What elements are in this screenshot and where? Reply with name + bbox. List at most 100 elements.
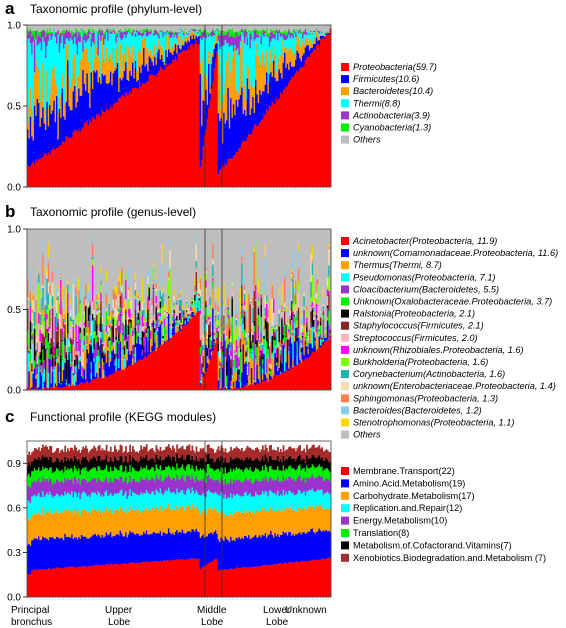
bar-segment [32, 312, 35, 321]
bar-segment [221, 388, 224, 390]
bar-segment [31, 389, 33, 390]
bar-segment [148, 25, 151, 32]
bar-stack [43, 229, 46, 390]
bar-segment [299, 32, 301, 47]
bar-stack [90, 25, 93, 187]
bar-segment [54, 33, 57, 38]
bar-segment [57, 148, 60, 187]
bar-segment [234, 155, 236, 187]
bar-segment [179, 313, 181, 320]
bar-segment [249, 25, 252, 31]
bar-stack [27, 25, 29, 187]
bar-segment [101, 110, 104, 187]
bar-segment [60, 229, 62, 269]
bar-stack [145, 229, 148, 390]
bar-segment [79, 35, 82, 43]
bar-segment [303, 25, 306, 32]
bar-stack [98, 25, 101, 187]
bar-segment [184, 30, 187, 42]
bar-segment [149, 73, 152, 187]
bar-segment [268, 32, 271, 36]
bar-segment [163, 32, 166, 62]
bar-segment [239, 25, 242, 31]
bar-segment [89, 343, 91, 383]
bar-segment [151, 314, 154, 323]
bar-segment [148, 288, 151, 301]
bar-segment [228, 355, 231, 389]
bar-segment [96, 371, 98, 373]
bar-segment [60, 328, 62, 356]
bar-segment [49, 294, 51, 309]
bar-segment [148, 53, 151, 57]
bar-segment [198, 35, 201, 45]
bar-segment [156, 33, 159, 36]
bar-segment [209, 295, 212, 298]
bar-segment [36, 364, 39, 366]
bar-segment [205, 267, 207, 269]
bar-segment [190, 313, 192, 315]
bar-segment [174, 308, 177, 312]
bar-segment [167, 34, 170, 36]
bar-segment [202, 334, 205, 346]
bar-segment [152, 284, 155, 288]
bar-segment [98, 28, 101, 31]
bar-segment [86, 35, 89, 41]
bar-segment [212, 278, 214, 282]
bar-segment [69, 298, 72, 306]
bar-segment [119, 78, 122, 98]
bar-segment [210, 340, 213, 345]
bar-segment [227, 87, 230, 160]
bar-segment [206, 368, 209, 390]
bar-segment [187, 321, 190, 324]
bar-segment [40, 343, 43, 366]
bar-stack [47, 25, 50, 187]
bar-segment [69, 385, 72, 390]
legend-entry: Thermi(8.8) [353, 98, 400, 108]
bar-segment [159, 59, 162, 67]
bar-segment [132, 315, 134, 326]
bar-segment [137, 303, 140, 306]
bar-stack [32, 229, 35, 390]
bar-segment [231, 374, 234, 378]
bar-segment [50, 25, 53, 33]
bar-segment [225, 385, 228, 388]
bar-segment [170, 327, 173, 330]
bar-segment [38, 272, 40, 276]
bar-segment [119, 28, 122, 32]
bar-segment [132, 229, 134, 316]
bar-segment [32, 25, 35, 31]
bar-segment [132, 335, 134, 346]
bar-segment [60, 269, 62, 274]
bar-segment [136, 297, 138, 317]
bar-segment [137, 89, 140, 187]
bar-segment [103, 306, 105, 329]
bar-segment [317, 25, 319, 31]
bar-segment [241, 39, 243, 88]
bar-segment [71, 361, 73, 364]
bar-segment [29, 229, 32, 269]
bar-segment [257, 25, 260, 32]
bar-segment [56, 358, 58, 362]
bar-segment [58, 97, 61, 109]
bar-segment [173, 334, 176, 390]
bar-segment [89, 28, 91, 31]
bar-segment [209, 321, 212, 335]
bar-segment [61, 141, 64, 187]
bar-stack [94, 229, 97, 390]
bar-segment [97, 349, 100, 357]
bar-segment [220, 387, 223, 390]
bar-segment [227, 297, 230, 307]
bar-segment [220, 30, 223, 31]
bar-segment [201, 94, 203, 126]
bar-segment [195, 30, 198, 36]
bar-segment [35, 30, 38, 32]
bar-segment [228, 158, 231, 187]
bar-segment [112, 342, 115, 344]
bar-segment [54, 122, 57, 150]
bar-segment [155, 30, 158, 34]
bar-segment [239, 95, 242, 148]
bar-segment [185, 298, 188, 300]
bar-segment [67, 282, 69, 285]
bar-segment [292, 66, 295, 78]
bar-segment [264, 32, 267, 34]
